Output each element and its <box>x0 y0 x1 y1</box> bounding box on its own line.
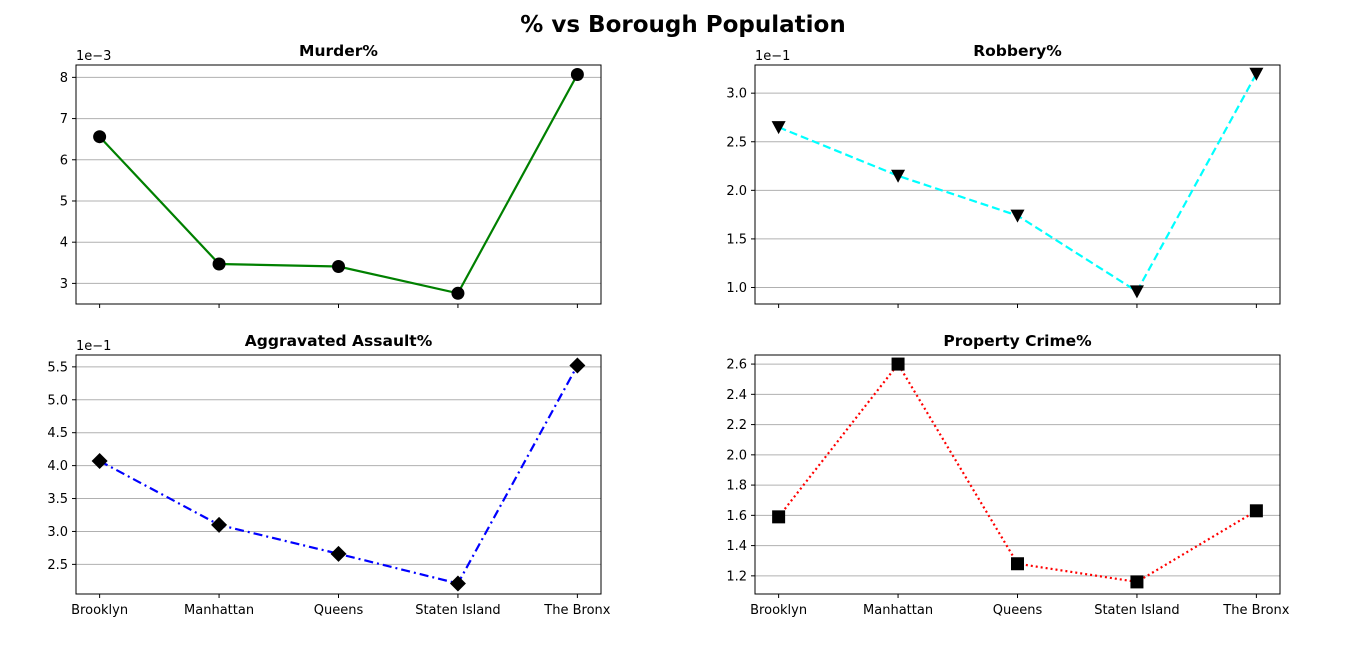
data-point <box>569 357 586 374</box>
y-tick-label: 5 <box>60 194 68 209</box>
x-tick-label: Staten Island <box>415 603 500 618</box>
plot-area <box>75 64 602 305</box>
y-tick-label: 3.0 <box>726 87 747 102</box>
x-tick-label: Queens <box>993 603 1043 618</box>
x-tick-label: Staten Island <box>1094 603 1179 618</box>
plot-area <box>75 354 602 595</box>
chart-panel-1: 3 4 5 6 7 8 Murder% 1e−3 <box>60 42 602 308</box>
x-tick-label: Manhattan <box>184 603 254 618</box>
y-tick-label: 8 <box>60 71 68 86</box>
y-tick-label: 2.5 <box>47 558 68 573</box>
y-tick-label: 2.6 <box>726 358 747 373</box>
y-tick-label: 1.8 <box>726 479 747 494</box>
x-tick-label: The Bronx <box>543 603 610 618</box>
data-point <box>771 121 786 135</box>
chart-panels: 3 4 5 6 7 8 Murder% 1e−3 1.0 1.5 2.0 2.5 3.0 Robbery%… <box>47 42 1289 618</box>
data-point <box>332 260 345 274</box>
data-point <box>1129 285 1144 299</box>
data-point <box>449 575 466 592</box>
x-tick-label: The Bronx <box>1222 603 1289 618</box>
y-tick-label: 4.5 <box>47 426 68 441</box>
data-point <box>1010 209 1025 223</box>
y-tick-label: 1.2 <box>726 569 747 584</box>
x-tick-label: Queens <box>314 603 364 618</box>
series-line <box>778 73 1258 293</box>
axis-scale-label: 1e−1 <box>76 339 111 354</box>
y-tick-label: 1.5 <box>726 232 747 247</box>
y-tick-label: 4 <box>60 236 68 251</box>
chart-panel-2: 1.0 1.5 2.0 2.5 3.0 Robbery% 1e−1 <box>726 42 1281 308</box>
data-point <box>891 169 906 183</box>
y-tick-label: 6 <box>60 153 68 168</box>
y-tick-label: 1.6 <box>726 509 747 524</box>
data-point <box>772 510 786 524</box>
data-point <box>570 67 584 81</box>
chart-title: Property Crime% <box>943 332 1092 350</box>
y-tick-label: 1.0 <box>726 281 747 296</box>
y-tick-label: 2.5 <box>726 135 747 150</box>
plot-area <box>754 64 1281 305</box>
data-point <box>1011 557 1024 571</box>
y-tick-label: 1.4 <box>726 539 747 554</box>
chart-panel-3: 2.5 3.0 3.5 4.0 4.5 5.0 5.5 Brooklyn Manhattan Qu… <box>47 332 610 618</box>
data-point <box>330 545 347 562</box>
y-tick-label: 4.0 <box>47 459 68 474</box>
x-tick-label: Brooklyn <box>750 603 807 618</box>
y-tick-label: 2.0 <box>726 184 747 199</box>
data-point <box>91 453 108 470</box>
y-tick-label: 2.0 <box>726 448 747 463</box>
y-tick-label: 7 <box>60 112 68 127</box>
series-line <box>99 364 579 585</box>
axis-scale-label: 1e−1 <box>755 49 790 64</box>
y-tick-label: 3 <box>60 277 68 292</box>
figure-title: % vs Borough Population <box>520 12 845 38</box>
chart-title: Murder% <box>299 42 378 60</box>
y-tick-label: 2.2 <box>726 418 747 433</box>
y-tick-label: 2.4 <box>726 388 747 403</box>
data-point <box>93 130 107 144</box>
chart-title: Robbery% <box>973 42 1062 60</box>
x-tick-label: Brooklyn <box>71 603 128 618</box>
y-tick-label: 3.0 <box>47 525 68 540</box>
data-point <box>211 516 228 533</box>
x-tick-label: Manhattan <box>863 603 933 618</box>
series-line <box>777 362 1257 584</box>
y-tick-label: 3.5 <box>47 492 68 507</box>
data-point <box>1130 575 1144 589</box>
chart-title: Aggravated Assault% <box>245 332 433 350</box>
y-tick-label: 5.5 <box>47 360 68 375</box>
chart-panel-4: 1.2 1.4 1.6 1.8 2.0 2.2 2.4 2.6 Brooklyn Manhatta… <box>726 332 1289 618</box>
data-point <box>451 286 465 300</box>
data-point <box>1249 504 1263 518</box>
data-point <box>891 357 905 371</box>
y-tick-label: 5.0 <box>47 393 68 408</box>
plot-area <box>754 354 1281 595</box>
axis-scale-label: 1e−3 <box>76 49 111 64</box>
data-point <box>1249 67 1264 81</box>
data-point <box>212 257 226 271</box>
